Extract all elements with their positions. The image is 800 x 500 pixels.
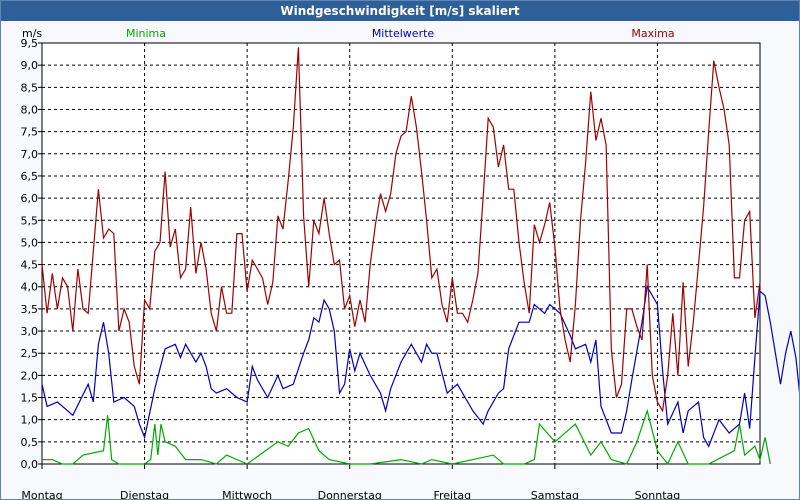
series-line-minima — [42, 408, 771, 466]
x-tick-weekday: Mittwoch — [222, 489, 272, 499]
axes: 0,0 0,5 1,0 1,5 2,0 2,5 3,0 3,5 4,0 4,5 5,0 5,5 6,0 6… — [21, 27, 761, 499]
series-line-mittelwerte — [41, 284, 799, 448]
x-tick-weekday: Dienstag — [120, 489, 169, 499]
y-tick-label: 4,5 — [21, 259, 39, 272]
y-tick-label: 8,5 — [21, 81, 39, 94]
y-tick-label: 3,0 — [21, 325, 39, 338]
x-tick-weekday: Freitag — [433, 489, 471, 499]
x-tick-weekday: Montag — [21, 489, 62, 499]
series-line-maxima — [41, 47, 761, 413]
plot-border — [41, 42, 761, 465]
y-tick-label: 9,0 — [21, 59, 39, 72]
y-tick-label: 9,5 — [21, 37, 39, 50]
window-title: Windgeschwindigkeit [m/s] skaliert — [280, 4, 520, 18]
legend-label-maxima: Maxima — [631, 27, 674, 40]
y-tick-label: 4,0 — [21, 281, 39, 294]
legend: Minima Mittelwerte Maxima — [126, 27, 675, 40]
y-tick-label: 7,0 — [21, 148, 39, 161]
grid — [42, 42, 760, 464]
y-tick-label: 1,0 — [21, 414, 39, 427]
y-tick-label: 0,5 — [21, 436, 39, 449]
y-tick-label: 3,5 — [21, 303, 39, 316]
series-lines — [41, 47, 799, 466]
x-tick-weekday: Samstag — [531, 489, 579, 499]
y-tick-label: 8,0 — [21, 103, 39, 116]
y-tick-label: 5,0 — [21, 236, 39, 249]
y-tick-label: 2,0 — [21, 369, 39, 382]
window-titlebar: Windgeschwindigkeit [m/s] skaliert — [1, 1, 799, 21]
y-tick-label: 5,5 — [21, 214, 39, 227]
y-tick-label: 6,5 — [21, 170, 39, 183]
legend-label-minima: Minima — [126, 27, 166, 40]
y-axis-label: m/s — [22, 27, 42, 40]
legend-label-mittelwerte: Mittelwerte — [372, 27, 435, 40]
x-tick-weekday: Donnerstag — [318, 489, 382, 499]
y-tick-label: 2,5 — [21, 347, 39, 360]
y-tick-label: 6,0 — [21, 192, 39, 205]
plot-area — [42, 43, 760, 464]
y-tick-label: 1,5 — [21, 392, 39, 405]
x-tick-weekday: Sonntag — [635, 489, 681, 499]
y-tick-label: 0,0 — [21, 458, 39, 471]
wind-speed-chart: 0,0 0,5 1,0 1,5 2,0 2,5 3,0 3,5 4,0 4,5 5,0 5,5 6,0 6… — [21, 27, 799, 499]
y-tick-label: 7,5 — [21, 126, 39, 139]
